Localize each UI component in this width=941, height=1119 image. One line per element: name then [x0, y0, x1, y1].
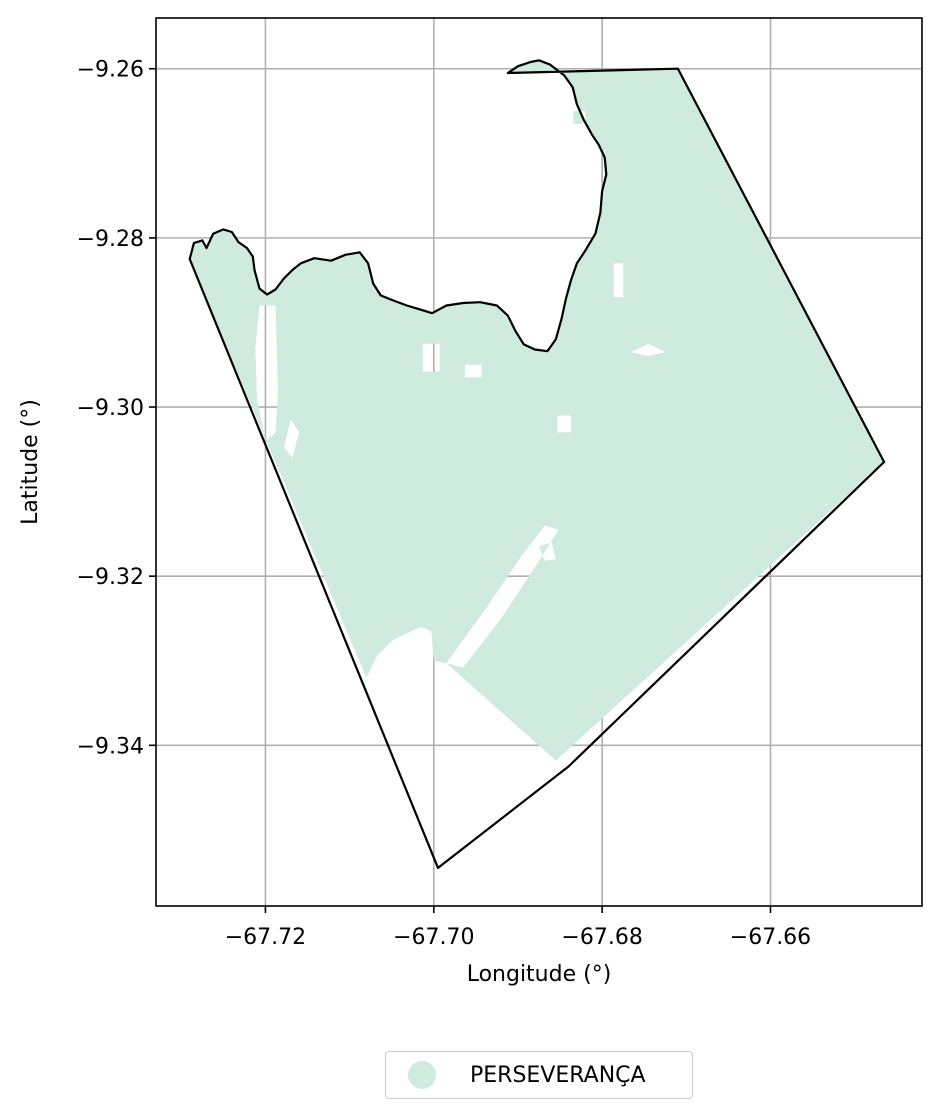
y-tick-label-3: −9.32	[77, 565, 144, 590]
x-axis-label: Longitude (°)	[467, 962, 612, 987]
legend-label: PERSEVERANÇA	[470, 1062, 646, 1088]
x-tick-label-2: −67.68	[561, 925, 642, 950]
x-tick-label-1: −67.70	[393, 925, 474, 950]
x-tick-label-0: −67.72	[225, 925, 306, 950]
y-axis-label: Latitude (°)	[18, 399, 43, 525]
x-tick-label-3: −67.66	[730, 925, 811, 950]
legend-swatch	[408, 1061, 436, 1089]
axis-ticks: −67.72 −67.70 −67.68 −67.66 −9.26 −9.28 −9.30 −…	[77, 58, 812, 950]
boundary-outline	[188, 59, 886, 870]
boundary-polygon	[188, 59, 886, 870]
y-tick-label-0: −9.26	[77, 58, 144, 83]
plot-frame	[155, 17, 923, 907]
legend: PERSEVERANÇA	[385, 1051, 693, 1099]
y-tick-label-4: −9.34	[77, 734, 144, 759]
y-tick-label-2: −9.30	[77, 396, 144, 421]
coverage-fill	[189, 60, 885, 761]
perseveranca-area	[189, 60, 885, 761]
y-tick-label-1: −9.28	[77, 227, 144, 252]
